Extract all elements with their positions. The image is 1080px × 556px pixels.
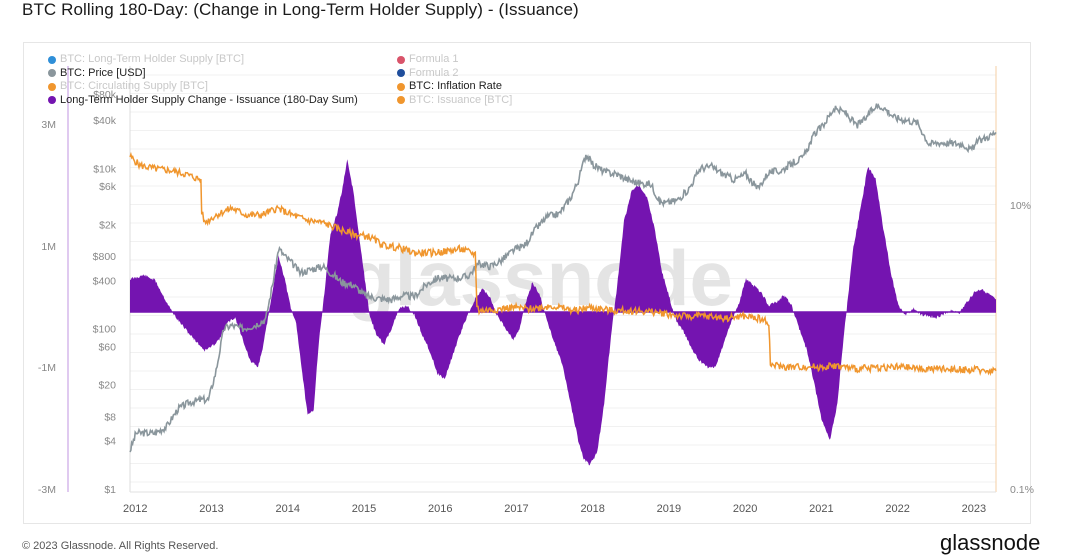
right-axis-ticks: 10% 0.1% (1010, 200, 1034, 496)
price-axis-tick-label: $80k (93, 89, 117, 101)
x-axis-tick-label: 2022 (885, 503, 909, 515)
legend-item[interactable]: BTC: Inflation Rate (397, 80, 512, 94)
price-axis-tick-label: $40k (93, 115, 117, 127)
price-axis-tick-label: $6k (99, 181, 117, 193)
x-axis-tick-label: 2023 (962, 503, 986, 515)
legend-item[interactable]: BTC: Issuance [BTC] (397, 94, 512, 108)
inflation-rate-line (129, 151, 997, 377)
copyright-text: © 2023 Glassnode. All Rights Reserved. (22, 540, 219, 552)
lth-change-area-layer (130, 159, 996, 466)
brand-logo: glassnode (940, 530, 1041, 555)
legend-left: BTC: Long-Term Holder Supply [BTC] BTC: P… (48, 53, 358, 107)
legend-item[interactable]: Long-Term Holder Supply Change - Issuanc… (48, 94, 358, 108)
legend-item[interactable]: BTC: Circulating Supply [BTC] (48, 80, 358, 94)
x-axis-ticks: 2012 2013 2014 2015 2016 2017 2018 2019 2020 2021… (123, 503, 986, 515)
legend-dot-icon (397, 82, 405, 91)
legend-item[interactable]: BTC: Long-Term Holder Supply [BTC] (48, 53, 358, 67)
left-axis-tick-label: -1M (38, 362, 56, 374)
legend-label: BTC: Price [USD] (60, 66, 146, 79)
legend-item[interactable]: BTC: Price [USD] (48, 67, 358, 81)
legend-dot-icon (397, 69, 405, 78)
legend-dot-icon (397, 96, 405, 105)
x-axis-tick-label: 2017 (504, 503, 528, 515)
legend-dot-icon (48, 69, 56, 78)
legend-dot-icon (48, 96, 56, 105)
grid-lines (130, 74, 996, 483)
legend-item[interactable]: Formula 2 (397, 67, 512, 81)
price-axis-tick-label: $8 (104, 412, 116, 424)
x-axis-tick-label: 2016 (428, 503, 452, 515)
right-axis-tick-label: 10% (1010, 200, 1031, 212)
legend-label: BTC: Issuance [BTC] (409, 93, 513, 106)
price-axis-tick-label: $20 (98, 380, 116, 392)
x-axis-tick-label: 2019 (657, 503, 681, 515)
price-axis-tick-label: $2k (99, 219, 117, 231)
price-axis-tick-label: $4 (104, 436, 116, 448)
legend-dot-icon (48, 55, 56, 64)
legend-label: BTC: Long-Term Holder Supply [BTC] (60, 53, 245, 65)
x-axis-tick-label: 2018 (580, 503, 604, 515)
price-axis-tick-label: $10k (93, 163, 117, 175)
inflation-line-layer (129, 151, 997, 377)
x-axis-tick-label: 2014 (276, 503, 300, 515)
x-axis-tick-label: 2015 (352, 503, 376, 515)
price-axis-ticks: $80k $40k $10k $6k $2k $800 $400 $100 $60 $20 $8 $4… (93, 89, 117, 496)
legend-label: Long-Term Holder Supply Change - Issuanc… (60, 93, 358, 106)
legend-dot-icon (397, 55, 405, 64)
right-axis-tick-label: 0.1% (1010, 484, 1034, 496)
price-line-layer (129, 103, 997, 453)
legend-dot-icon (48, 82, 56, 91)
legend-item[interactable]: Formula 1 (397, 53, 512, 67)
x-axis-tick-label: 2021 (809, 503, 833, 515)
legend-right: Formula 1 Formula 2 BTC: Inflation Rate BTC… (397, 53, 512, 107)
left-axis-tick-label: 1M (41, 241, 56, 253)
price-axis-tick-label: $60 (98, 341, 116, 353)
left-axis-tick-label: -3M (38, 484, 56, 496)
legend-label: Formula 2 (409, 66, 459, 79)
chart-title: BTC Rolling 180-Day: (Change in Long-Ter… (22, 0, 579, 19)
x-axis-tick-label: 2013 (199, 503, 223, 515)
price-line (129, 103, 997, 453)
legend-label: BTC: Circulating Supply [BTC] (60, 80, 208, 92)
legend-label: Formula 1 (409, 53, 459, 65)
price-axis-tick-label: $800 (93, 251, 117, 263)
price-axis-tick-label: $1 (104, 484, 116, 496)
x-axis-tick-label: 2020 (733, 503, 757, 515)
left-axis-tick-label: 3M (41, 119, 56, 131)
price-axis-tick-label: $100 (93, 324, 117, 336)
left-axis-ticks: 3M 1M -1M -3M (38, 119, 56, 496)
legend-label: BTC: Inflation Rate (409, 80, 502, 92)
x-axis-tick-label: 2012 (123, 503, 147, 515)
price-axis-tick-label: $400 (93, 275, 117, 287)
